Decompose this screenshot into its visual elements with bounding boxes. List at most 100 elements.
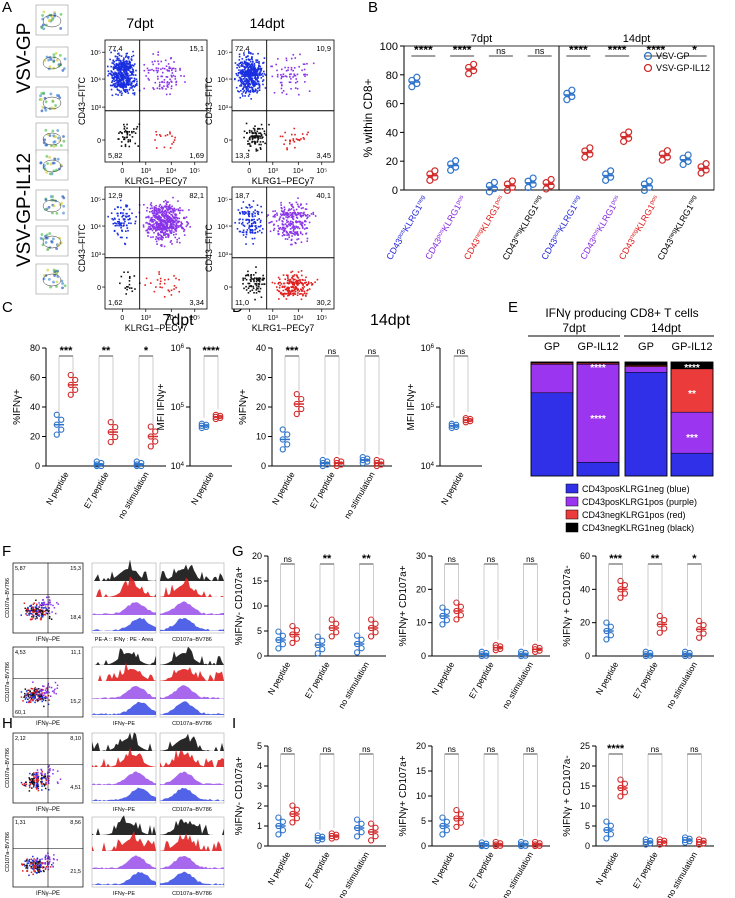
dotplot-event — [168, 234, 170, 237]
dotplot-event — [164, 134, 167, 137]
dotplot-event — [253, 277, 256, 279]
flow-event — [33, 692, 36, 694]
dotplot-event — [288, 201, 291, 204]
dotplot-event — [290, 239, 293, 242]
dotplot-event — [289, 231, 292, 234]
tick-label: 10³ — [91, 252, 102, 259]
dotplot-event — [110, 212, 113, 214]
flow-event — [36, 857, 39, 859]
dotplot-event — [290, 280, 293, 283]
dotplot-event — [297, 213, 299, 216]
gating-dot — [45, 143, 49, 147]
dotplot-event — [290, 133, 293, 136]
dotplot-event — [240, 207, 243, 209]
dotplot-event — [251, 224, 254, 227]
dotplot-event — [125, 293, 128, 295]
data-point — [439, 612, 446, 620]
data-point — [602, 170, 610, 178]
flow-event — [35, 774, 38, 776]
dotplot-event — [256, 287, 258, 289]
dotplot-event — [281, 210, 284, 213]
tick-label: 10³ — [218, 252, 229, 259]
dotplot-event — [152, 226, 154, 228]
dotplot-event — [175, 225, 178, 228]
dotplot-event — [242, 211, 244, 214]
flow-event — [35, 774, 37, 776]
data-point — [328, 616, 335, 623]
dotplot-event — [157, 54, 159, 56]
dotplot-event — [172, 226, 175, 228]
dotplot-event — [134, 220, 137, 223]
dotplot-event — [300, 241, 303, 244]
legend-swatch — [565, 522, 579, 533]
dotplot-event — [290, 271, 292, 274]
axis-label: KLRG1–PECy7 — [125, 176, 188, 186]
dotplot-event — [300, 203, 302, 205]
dotplot-event — [130, 66, 132, 68]
dotplot-event — [123, 131, 126, 133]
dotplot-event — [159, 203, 161, 206]
dotplot-event — [283, 228, 285, 230]
flow-event — [26, 701, 28, 704]
flow-event — [47, 863, 50, 866]
flow-event — [46, 686, 49, 688]
dotplot-event — [248, 71, 250, 74]
legend-swatch — [565, 496, 579, 507]
dotplot-event — [125, 86, 128, 88]
dotplot-event — [296, 217, 299, 219]
dotplot-event — [253, 85, 255, 88]
flow-event — [30, 871, 33, 874]
dotplot-event — [300, 270, 303, 272]
category-label: N peptide — [270, 470, 297, 507]
flow-event — [23, 602, 26, 604]
dotplot-event — [240, 82, 243, 84]
data-point — [681, 648, 689, 655]
data-point — [470, 60, 478, 68]
flow-event — [42, 699, 45, 701]
dotplot-event — [288, 280, 291, 283]
dotplot-event — [263, 283, 266, 285]
dotplot-event — [132, 85, 135, 87]
dotplot-event — [306, 237, 309, 240]
dotplot-event — [128, 280, 131, 282]
dotplot-event — [253, 279, 255, 281]
flow-event — [26, 866, 29, 869]
gating-dot — [55, 247, 58, 251]
tick-label: 15 — [252, 576, 262, 586]
category-label: E7 peptide — [82, 470, 111, 510]
dotplot-event — [180, 221, 183, 223]
dotplot-event — [285, 212, 287, 214]
dotplot-event — [236, 228, 239, 230]
dotplot-event — [288, 292, 290, 295]
data-point — [603, 835, 610, 842]
data-point — [531, 643, 539, 650]
tick-label: 5 — [257, 626, 262, 636]
data-point — [53, 431, 60, 438]
flow-event — [35, 772, 38, 775]
dotplot-event — [131, 131, 133, 134]
flow-event — [29, 691, 31, 693]
dotplot-event — [155, 133, 158, 136]
flow-event — [47, 862, 50, 864]
dotplot-event — [167, 278, 170, 281]
dotplot-event — [297, 221, 299, 223]
dotplot-event — [123, 82, 126, 84]
flow-event — [28, 864, 31, 867]
dotplot-event — [291, 270, 294, 273]
dotplot-event — [276, 212, 278, 215]
dotplot-event — [113, 64, 116, 66]
plot-frame — [403, 45, 715, 191]
dotplot-event — [238, 90, 240, 93]
dotplot-event — [244, 71, 247, 73]
flow-event — [35, 693, 37, 696]
dotplot-event — [281, 234, 284, 237]
data-point — [607, 623, 615, 630]
dotplot-event — [281, 91, 283, 94]
dotplot-event — [285, 216, 287, 218]
dotplot-event — [172, 223, 175, 226]
dotplot-event — [129, 61, 132, 63]
dotplot-event — [302, 214, 304, 217]
dotplot-event — [239, 79, 242, 81]
gating-dot — [44, 234, 47, 238]
gating-dot — [59, 144, 63, 147]
